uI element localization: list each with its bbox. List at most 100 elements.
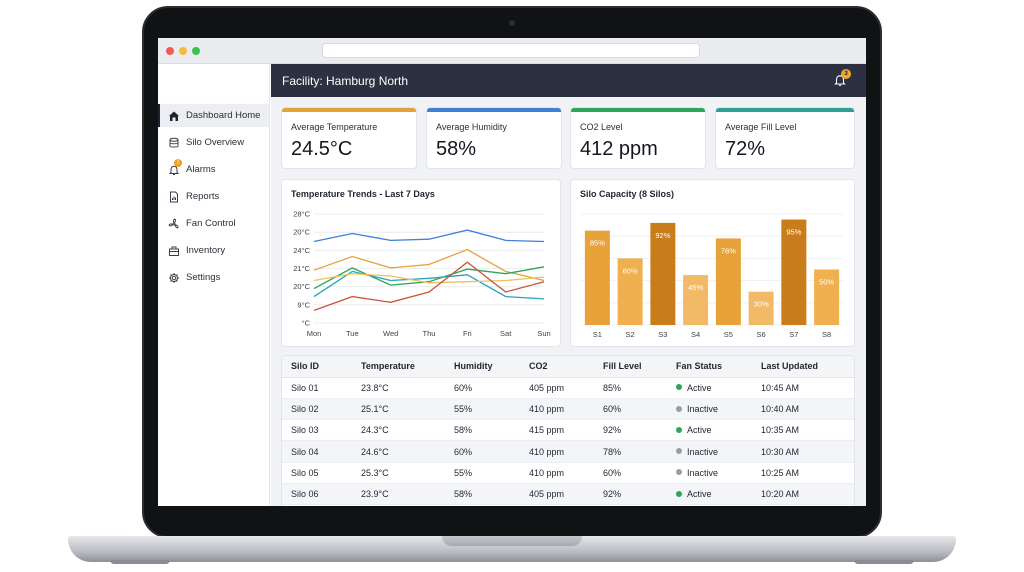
table-cell: Silo 03 (282, 419, 352, 442)
table-cell: 405 ppm (520, 483, 594, 506)
table-cell: 410 ppm (520, 440, 594, 463)
fan-status-text: Inactive (687, 446, 719, 457)
table-row[interactable]: Silo 02 25.1°C 55% 410 ppm 60% Inactive 10:40 … (282, 398, 854, 421)
box-icon (168, 245, 180, 257)
table-cell: 410 ppm (520, 398, 594, 421)
kpi-card-co2[interactable]: CO2 Level 412 ppm (571, 108, 705, 168)
y-tick-label: 20°C (293, 228, 310, 237)
series-line-5[interactable] (313, 273, 545, 284)
sidebar-item-label: Reports (186, 191, 220, 202)
screen: Dashboard Home Silo Overview ! Alarms (158, 38, 866, 506)
laptop-foot (854, 560, 914, 564)
column-header-fill-level[interactable]: Fill Level (594, 356, 667, 378)
kpi-card-fill-level[interactable]: Average Fill Level 72% (716, 108, 854, 168)
bar-value-label: 95% (786, 228, 801, 237)
fan-status-text: Active (687, 425, 712, 436)
kpi-card-temperature[interactable]: Average Temperature 24.5°C (282, 108, 416, 168)
chart-title: Silo Capacity (8 Silos) (580, 189, 675, 199)
sidebar-item-settings[interactable]: Settings (158, 266, 269, 289)
series-line-4[interactable] (313, 270, 545, 300)
sidebar-item-alarms[interactable]: ! Alarms (158, 158, 269, 181)
table-row[interactable]: Silo 04 24.6°C 60% 410 ppm 78% Inactive 10:30 … (282, 440, 854, 463)
kpi-accent-bar (571, 108, 705, 112)
table-cell: 23.8°C (352, 377, 445, 399)
sidebar-item-label: Dashboard Home (186, 110, 261, 121)
maximize-window-button[interactable] (192, 47, 200, 55)
table-cell: 415 ppm (520, 419, 594, 442)
status-dot-icon (676, 448, 682, 455)
sidebar: Dashboard Home Silo Overview ! Alarms (158, 64, 270, 506)
kpi-label: Average Humidity (436, 122, 507, 132)
sidebar-item-silo-overview[interactable]: Silo Overview (158, 131, 269, 154)
series-line-1[interactable] (313, 229, 545, 243)
table-row[interactable]: Silo 05 25.3°C 55% 410 ppm 60% Inactive 10:25 … (282, 462, 854, 484)
kpi-label: Average Temperature (291, 122, 378, 132)
bar-s5[interactable] (715, 238, 741, 325)
address-bar[interactable] (322, 43, 700, 58)
x-tick-label: S2 (626, 330, 635, 339)
silo-capacity-bar-chart[interactable]: 85% S1 60% S2 92% S3 45% S4 78% S5 30% S6 95% S7 50% S8 (571, 180, 854, 346)
table-row[interactable]: Silo 03 24.3°C 58% 415 ppm 92% Active 10:35 AM (282, 419, 854, 442)
table-cell: 25.3°C (352, 462, 445, 484)
bar-value-label: 92% (655, 231, 670, 240)
x-tick-label: Tue (346, 329, 359, 338)
bar-s4[interactable] (683, 275, 709, 325)
column-header-temperature[interactable]: Temperature (352, 356, 445, 378)
column-header-silo-id[interactable]: Silo ID (282, 356, 352, 378)
bar-s7[interactable] (781, 219, 807, 325)
sidebar-item-fan-control[interactable]: Fan Control (158, 212, 269, 235)
notification-bell-icon[interactable] (833, 73, 847, 87)
sidebar-item-dashboard-home[interactable]: Dashboard Home (158, 104, 269, 127)
y-tick-label: °C (302, 319, 311, 328)
column-header-fan-status[interactable]: Fan Status (667, 356, 752, 378)
kpi-accent-bar (716, 108, 854, 112)
table-cell: 25.1°C (352, 398, 445, 421)
sidebar-item-reports[interactable]: Reports (158, 185, 269, 208)
table-cell: Active (667, 419, 752, 442)
status-dot-icon (676, 426, 682, 433)
table-cell: 10:20 AM (752, 483, 854, 506)
sidebar-item-label: Silo Overview (186, 137, 245, 148)
y-tick-label: 20°C (293, 282, 310, 291)
bar-value-label: 78% (721, 246, 736, 255)
kpi-card-humidity[interactable]: Average Humidity 58% (427, 108, 561, 168)
bar-s2[interactable] (617, 258, 643, 325)
sidebar-item-inventory[interactable]: Inventory (158, 239, 269, 262)
bar-s3[interactable] (650, 222, 676, 325)
column-header-last-updated[interactable]: Last Updated (752, 356, 854, 378)
silo-capacity-panel: 85% S1 60% S2 92% S3 45% S4 78% S5 30% S6 95% S7 50% S8… (571, 180, 854, 346)
webcam (509, 20, 515, 26)
series-line-2[interactable] (313, 248, 545, 282)
x-tick-label: Mon (307, 329, 322, 338)
bar-s8[interactable] (814, 269, 840, 326)
table-cell: 78% (594, 440, 667, 463)
series-line-6[interactable] (313, 261, 545, 312)
x-tick-label: Sat (500, 329, 512, 338)
chart-title: Temperature Trends - Last 7 Days (291, 189, 435, 199)
x-tick-label: Sun (537, 329, 550, 338)
table-row[interactable]: Silo 06 23.9°C 58% 405 ppm 92% Active 10:20 AM (282, 483, 854, 506)
column-header-co2[interactable]: CO2 (520, 356, 594, 378)
bar-value-label: 60% (623, 266, 638, 275)
dashboard-main: Average Temperature 24.5°C Average Humid… (271, 97, 866, 506)
table-cell: 10:35 AM (752, 419, 854, 442)
gear-icon (168, 272, 180, 284)
table-row[interactable]: Silo 01 23.8°C 60% 405 ppm 85% Active 10:45 AM (282, 377, 854, 399)
minimize-window-button[interactable] (179, 47, 187, 55)
table-cell: 60% (445, 440, 520, 463)
table-cell: 10:45 AM (752, 377, 854, 399)
laptop-notch (442, 536, 582, 546)
series-line-3[interactable] (313, 266, 545, 290)
bar-s1[interactable] (584, 230, 610, 325)
table-cell: 60% (594, 462, 667, 484)
kpi-accent-bar (282, 108, 416, 112)
sidebar-item-label: Fan Control (186, 218, 236, 229)
close-window-button[interactable] (166, 47, 174, 55)
table-cell: 24.3°C (352, 419, 445, 442)
bar-value-label: 50% (819, 278, 834, 287)
bar-s6[interactable] (748, 291, 774, 325)
report-icon (168, 191, 180, 203)
bar-value-label: 30% (754, 300, 769, 309)
column-header-humidity[interactable]: Humidity (445, 356, 520, 378)
